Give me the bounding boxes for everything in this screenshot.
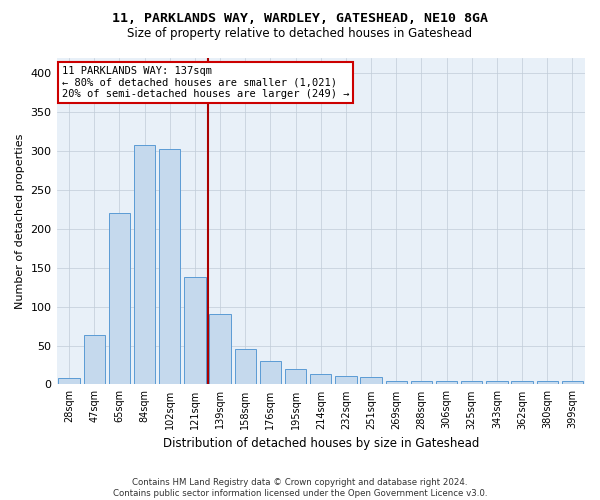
Bar xyxy=(83,336,105,384)
Bar xyxy=(536,382,558,384)
Bar xyxy=(260,361,281,384)
Bar xyxy=(562,382,583,384)
Bar xyxy=(109,213,130,384)
Bar xyxy=(235,348,256,384)
Bar xyxy=(436,382,457,384)
Y-axis label: Number of detached properties: Number of detached properties xyxy=(15,134,25,308)
Bar xyxy=(461,382,482,384)
Text: 11, PARKLANDS WAY, WARDLEY, GATESHEAD, NE10 8GA: 11, PARKLANDS WAY, WARDLEY, GATESHEAD, N… xyxy=(112,12,488,26)
Bar xyxy=(310,374,331,384)
Bar xyxy=(184,277,206,384)
Bar xyxy=(58,378,80,384)
Bar xyxy=(285,369,307,384)
X-axis label: Distribution of detached houses by size in Gateshead: Distribution of detached houses by size … xyxy=(163,437,479,450)
Bar xyxy=(361,376,382,384)
Bar xyxy=(386,382,407,384)
Text: 11 PARKLANDS WAY: 137sqm
← 80% of detached houses are smaller (1,021)
20% of sem: 11 PARKLANDS WAY: 137sqm ← 80% of detach… xyxy=(62,66,349,99)
Text: Contains HM Land Registry data © Crown copyright and database right 2024.
Contai: Contains HM Land Registry data © Crown c… xyxy=(113,478,487,498)
Bar xyxy=(411,382,432,384)
Bar xyxy=(511,382,533,384)
Bar xyxy=(335,376,356,384)
Bar xyxy=(159,148,181,384)
Bar xyxy=(134,146,155,384)
Text: Size of property relative to detached houses in Gateshead: Size of property relative to detached ho… xyxy=(127,28,473,40)
Bar xyxy=(486,382,508,384)
Bar xyxy=(209,314,231,384)
